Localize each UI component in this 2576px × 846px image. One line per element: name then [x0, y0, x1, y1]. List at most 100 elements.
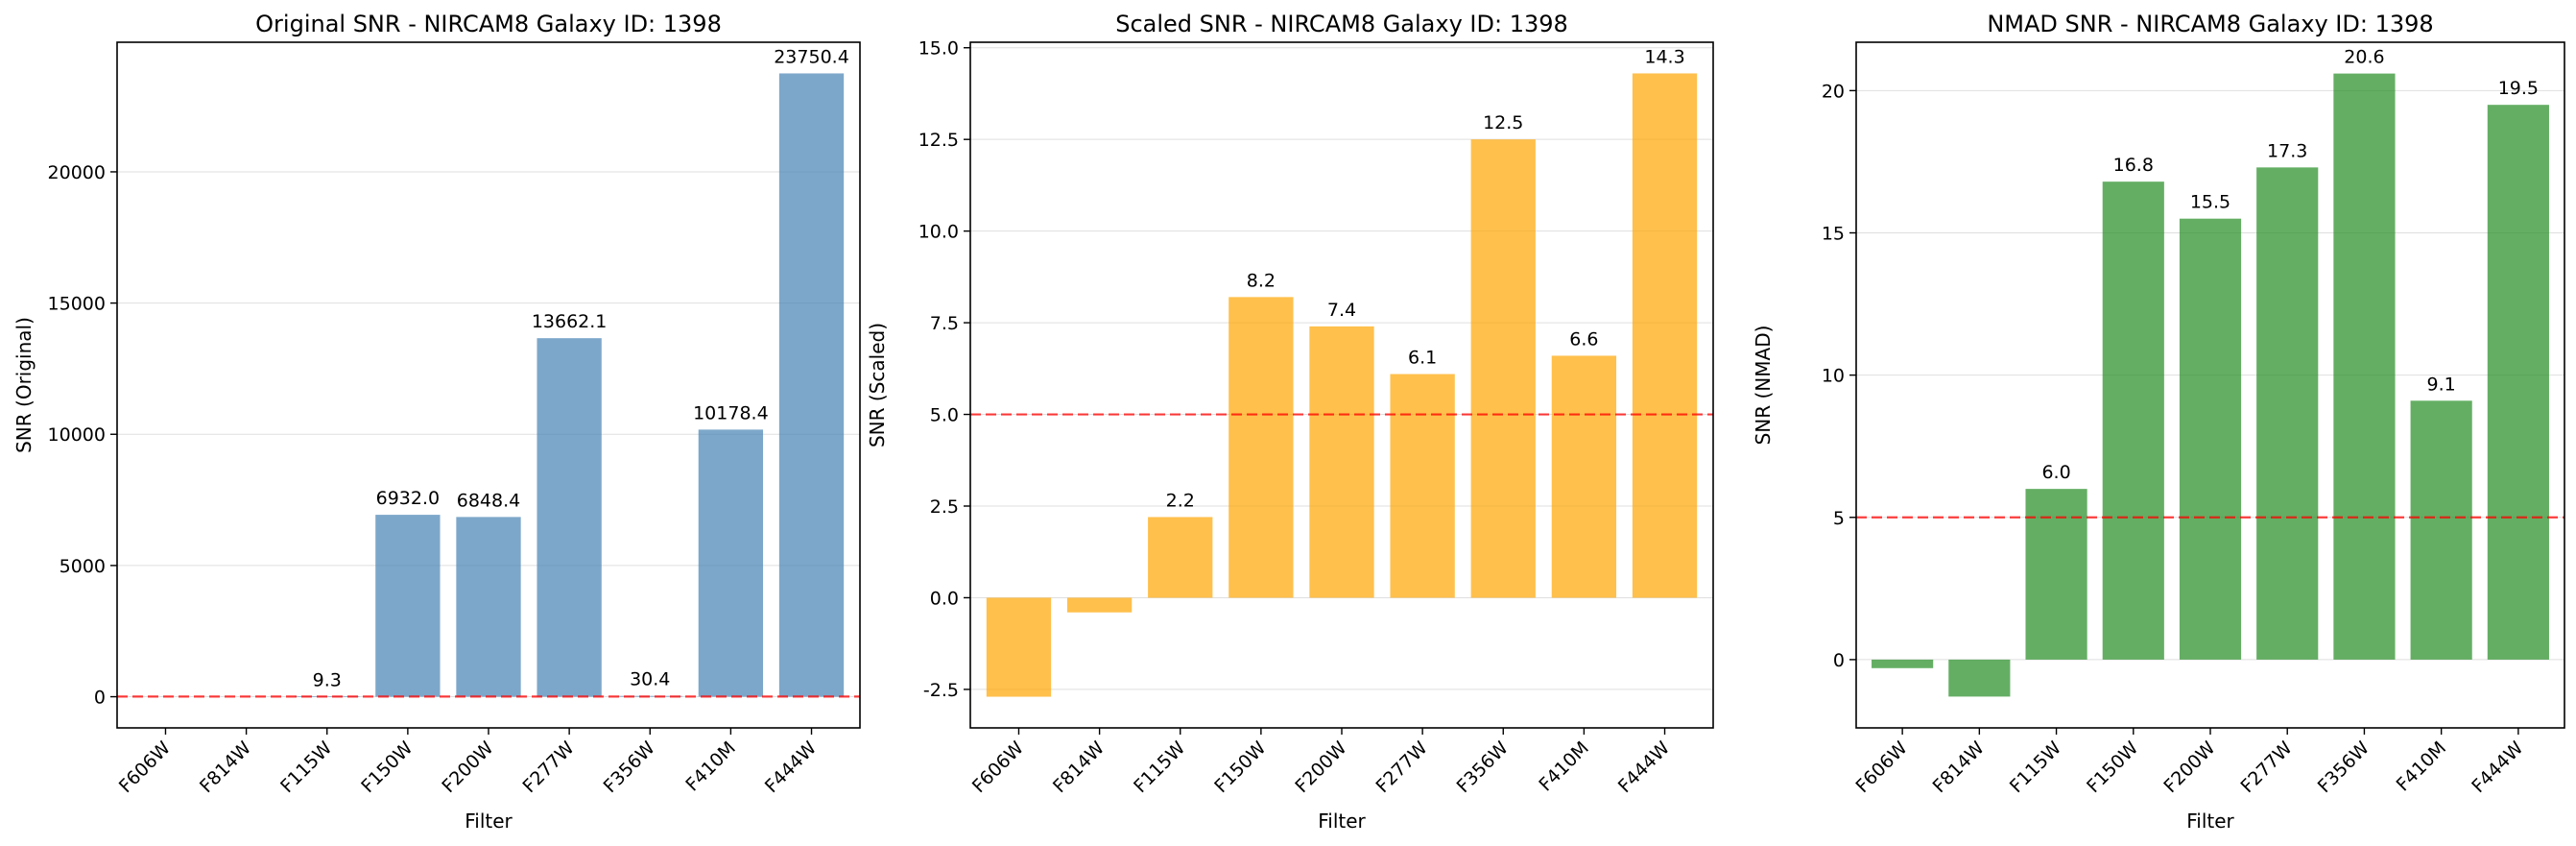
- data-label: 8.2: [1247, 270, 1276, 291]
- data-label: 20.6: [2344, 47, 2384, 68]
- chart-panel-2: 2.2 8.2 7.4 6.1 12.5 6.6 14.3 -2.5 0.0 2.5 5.0 7.5 1…: [866, 11, 1714, 833]
- x-tick-label: F150W: [2083, 737, 2142, 797]
- bar-f150w: [2102, 181, 2164, 660]
- data-label: 6932.0: [376, 488, 440, 509]
- x-axis-label: Filter: [1318, 810, 1366, 833]
- bar-f277w: [537, 338, 602, 697]
- bar-f444w: [1632, 73, 1698, 598]
- y-tick-label: 2.5: [930, 496, 959, 518]
- x-tick-label: F814W: [196, 737, 255, 797]
- y-tick-label: 20000: [48, 162, 106, 183]
- bar-f814w: [1066, 597, 1133, 613]
- bar-f115w: [2025, 489, 2087, 660]
- chart-title: Original SNR - NIRCAM8 Galaxy ID: 1398: [255, 11, 722, 37]
- data-label: 9.3: [313, 669, 342, 690]
- chart-title: Scaled SNR - NIRCAM8 Galaxy ID: 1398: [1115, 11, 1568, 37]
- x-tick-label: F356W: [2314, 737, 2373, 797]
- y-axis-label: SNR (Scaled): [866, 323, 889, 447]
- x-tick-label: F115W: [1130, 737, 1189, 797]
- x-axis-label: Filter: [2186, 810, 2234, 833]
- x-tick-label: F277W: [518, 737, 578, 797]
- y-tick-label: 15.0: [918, 38, 959, 60]
- x-tick-label: F606W: [115, 737, 175, 797]
- data-label: 16.8: [2113, 155, 2154, 176]
- data-label: 9.1: [2427, 374, 2456, 395]
- x-tick-label: F410M: [681, 737, 740, 796]
- bar-f356w: [1470, 139, 1536, 598]
- x-tick-label: F814W: [1929, 737, 1989, 797]
- x-tick-label: F606W: [968, 737, 1028, 797]
- data-label: 6848.4: [457, 490, 520, 511]
- data-label: 19.5: [2498, 78, 2539, 99]
- y-axis-label: SNR (Original): [12, 317, 36, 453]
- bar-f410m: [698, 429, 764, 697]
- x-tick-label: F200W: [1291, 737, 1350, 797]
- x-tick-label: F200W: [2159, 737, 2219, 797]
- x-tick-label: F444W: [1614, 737, 1674, 797]
- y-tick-label: 15000: [48, 294, 106, 315]
- bar-f150w: [1228, 297, 1294, 598]
- data-label: 30.4: [630, 669, 670, 690]
- data-label: 2.2: [1166, 490, 1195, 511]
- y-tick-label: 10: [1822, 366, 1845, 387]
- x-tick-label: F410M: [2393, 737, 2451, 796]
- x-tick-label: F356W: [600, 737, 659, 797]
- data-label: 23750.4: [774, 46, 849, 67]
- x-tick-label: F814W: [1049, 737, 1109, 797]
- y-tick-label: 0.0: [930, 588, 959, 609]
- bar-f814w: [1948, 659, 2011, 697]
- x-tick-label: F277W: [2237, 737, 2297, 797]
- bar-f444w: [2487, 105, 2549, 660]
- chart-panel-1: 9.3 6932.0 6848.4 13662.1 30.4 10178.4 23750.4…: [12, 11, 861, 833]
- x-tick-label: F410M: [1535, 737, 1593, 796]
- y-tick-label: 0: [94, 688, 106, 709]
- y-tick-label: 15: [1822, 223, 1845, 244]
- x-tick-label: F356W: [1453, 737, 1513, 797]
- bar-f115w: [1148, 517, 1213, 598]
- x-tick-label: F606W: [1851, 737, 1911, 797]
- x-tick-label: F200W: [438, 737, 497, 797]
- x-tick-label: F115W: [276, 737, 336, 797]
- y-tick-label: 10000: [48, 424, 106, 446]
- data-label: 10178.4: [693, 402, 769, 423]
- bar-f200w: [1309, 326, 1374, 598]
- bar-f356w: [617, 695, 682, 697]
- data-label: 6.6: [1569, 328, 1598, 350]
- y-tick-label: 5000: [60, 556, 106, 577]
- x-tick-label: F115W: [2006, 737, 2065, 797]
- data-label: 13662.1: [532, 311, 608, 332]
- bar-f277w: [1390, 374, 1455, 598]
- data-label: 6.0: [2041, 462, 2070, 483]
- data-label: 14.3: [1644, 46, 1684, 67]
- y-axis-label: SNR (NMAD): [1752, 326, 1775, 446]
- y-tick-label: 20: [1822, 81, 1845, 102]
- bar-f410m: [1551, 355, 1617, 598]
- y-tick-label: 0: [1833, 650, 1845, 671]
- x-tick-label: F277W: [1371, 737, 1431, 797]
- bar-f606w: [986, 597, 1052, 697]
- y-tick-label: -2.5: [923, 680, 959, 701]
- x-axis-label: Filter: [465, 810, 513, 833]
- data-label: 7.4: [1327, 300, 1356, 321]
- data-label: 12.5: [1483, 112, 1523, 133]
- bar-f277w: [2256, 167, 2319, 660]
- x-tick-label: F150W: [1210, 737, 1270, 797]
- y-tick-label: 5.0: [930, 405, 959, 426]
- x-tick-label: F444W: [761, 737, 821, 797]
- x-tick-label: F444W: [2468, 737, 2527, 797]
- chart-panel-3: 6.0 16.8 15.5 17.3 20.6 9.1 19.5 0 5 10 15 20 F606W F…: [1752, 11, 2565, 833]
- bar-f200w: [2179, 218, 2242, 660]
- bar-f356w: [2333, 73, 2396, 660]
- y-tick-label: 5: [1833, 508, 1845, 529]
- y-tick-label: 12.5: [918, 130, 959, 151]
- y-tick-label: 7.5: [930, 313, 959, 334]
- chart-title: NMAD SNR - NIRCAM8 Galaxy ID: 1398: [1987, 11, 2433, 37]
- bar-f150w: [375, 515, 441, 697]
- bar-f410m: [2410, 400, 2472, 660]
- data-label: 15.5: [2190, 192, 2230, 213]
- bar-f200w: [456, 517, 521, 697]
- data-label: 6.1: [1408, 348, 1437, 369]
- bar-f444w: [778, 73, 845, 697]
- y-tick-label: 10.0: [918, 222, 959, 243]
